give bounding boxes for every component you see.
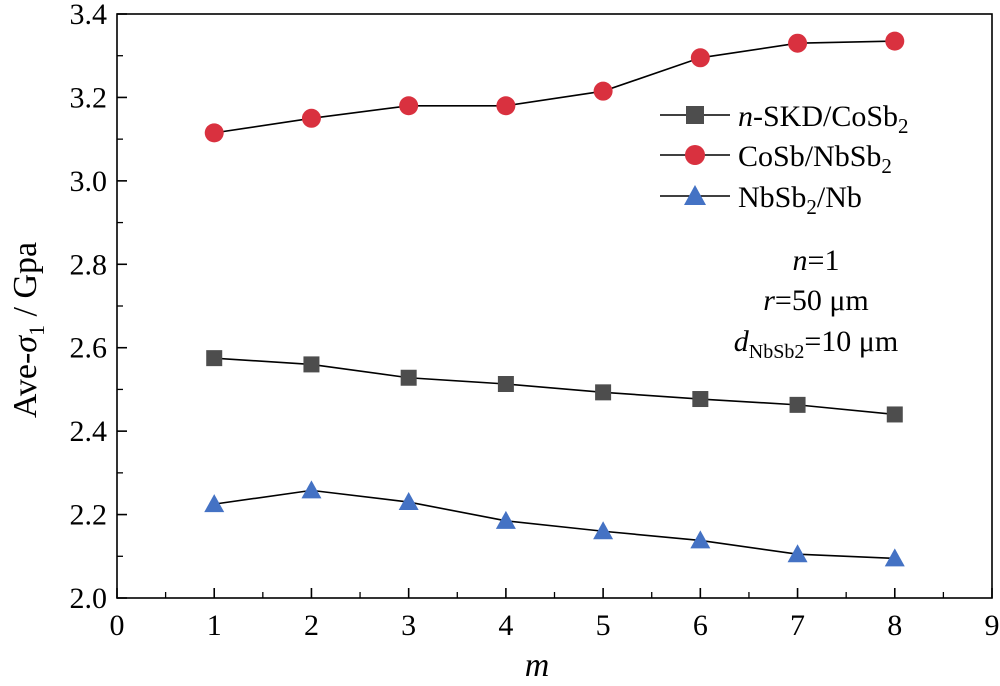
y-axis-label-sub: 1 — [24, 325, 49, 336]
y-axis-label: Ave-σ1 / Gpa — [7, 242, 49, 418]
series-2-point-6 — [787, 544, 808, 563]
ticks — [116, 13, 993, 599]
series-0-point-5 — [692, 391, 709, 408]
x-tick-label-1: 1 — [207, 609, 222, 642]
legend-marker-0 — [686, 106, 704, 124]
x-tick-label-6: 6 — [693, 609, 708, 642]
series-line-2 — [214, 489, 895, 560]
series-1-point-6 — [788, 33, 808, 53]
series-0-point-6 — [789, 396, 806, 413]
series-line-0 — [214, 357, 895, 416]
y-tick-label-6: 3.2 — [70, 81, 108, 114]
y-tick-label-2: 2.4 — [70, 415, 108, 448]
legend-label-2: NbSb2/Nb — [738, 181, 862, 219]
series-1-point-4 — [593, 81, 613, 101]
x-tick-label-3: 3 — [401, 609, 416, 642]
y-tick-label-3: 2.6 — [70, 332, 108, 365]
y-axis-label-post: / Gpa — [7, 242, 44, 325]
series-0-point-2 — [400, 369, 417, 386]
legend-label-1: CoSb/NbSb2 — [738, 140, 892, 178]
legend: n-SKD/CoSb2 CoSb/NbSb2 NbSb2/Nb — [660, 100, 909, 219]
x-tick-label-4: 4 — [498, 609, 513, 642]
x-tick-label-0: 0 — [110, 609, 125, 642]
series-lines — [214, 40, 895, 560]
series-1-point-3 — [496, 96, 516, 116]
series-0-point-1 — [303, 356, 320, 373]
series-1-point-2 — [399, 96, 419, 116]
series-1-point-7 — [885, 31, 905, 51]
series-2-point-1 — [301, 480, 322, 499]
series-2-point-4 — [593, 521, 614, 540]
x-tick-label-5: 5 — [596, 609, 611, 642]
y-tick-label-0: 2.0 — [70, 582, 108, 615]
y-axis-label-pre: Ave- — [7, 353, 44, 418]
parameter-annotation: n=1 r=50 μm dNbSb2=10 μm — [734, 244, 898, 363]
y-tick-label-5: 3.0 — [70, 165, 108, 198]
series-markers — [204, 31, 905, 567]
x-tick-label-9: 9 — [985, 609, 1000, 642]
x-tick-label-2: 2 — [304, 609, 319, 642]
legend-marker-1 — [685, 145, 705, 165]
annotation-r: r=50 μm — [763, 284, 869, 317]
series-2-point-7 — [884, 548, 905, 567]
x-axis-label: m — [525, 647, 550, 684]
series-0-point-7 — [886, 406, 903, 423]
series-2-point-2 — [398, 492, 419, 511]
series-0-point-3 — [497, 376, 514, 393]
series-line-1 — [214, 40, 895, 134]
series-2-point-3 — [495, 510, 516, 529]
series-0-point-0 — [206, 350, 223, 367]
legend-label-0: n-SKD/CoSb2 — [738, 100, 909, 138]
annotation-n: n=1 — [793, 244, 840, 277]
series-1-point-0 — [204, 123, 224, 143]
series-1-point-1 — [301, 108, 321, 128]
y-tick-label-1: 2.2 — [70, 499, 108, 532]
x-tick-label-7: 7 — [790, 609, 805, 642]
series-0-point-4 — [595, 384, 612, 401]
tick-labels: 0 1 2 3 4 5 6 7 8 9 2.0 2.2 2.4 2.6 2.8 3.0 3.2 3.4 — [70, 0, 1000, 642]
y-tick-label-7: 3.4 — [70, 0, 108, 31]
y-tick-label-4: 2.8 — [70, 248, 108, 281]
series-2-point-0 — [204, 494, 225, 513]
y-axis-label-sym: σ — [7, 335, 44, 353]
annotation-d: dNbSb2=10 μm — [734, 325, 898, 363]
series-2-point-5 — [690, 530, 711, 549]
legend-marker-2 — [684, 185, 706, 205]
series-1-point-5 — [690, 48, 710, 68]
x-tick-label-8: 8 — [887, 609, 902, 642]
